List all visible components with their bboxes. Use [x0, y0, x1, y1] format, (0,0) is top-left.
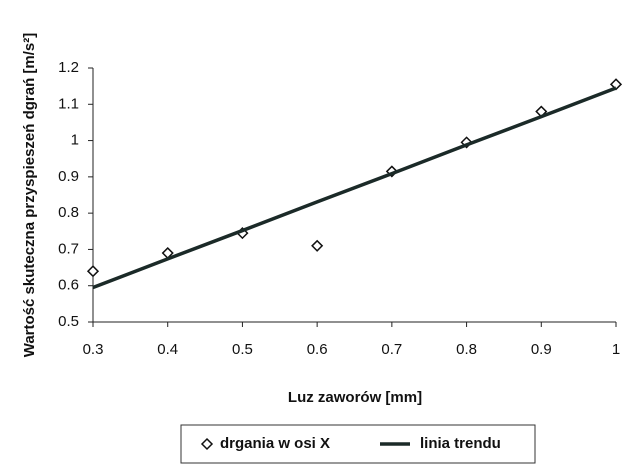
- y-tick-label: 0.9: [58, 168, 79, 185]
- data-point: [311, 239, 324, 252]
- x-tick-label: 0.8: [456, 341, 477, 358]
- y-tick-label: 1.1: [58, 95, 79, 112]
- x-tick-label: 1: [612, 341, 620, 358]
- x-tick-label: 0.4: [157, 341, 178, 358]
- y-axis-label: Wartość skuteczna przyspieszeń dgrań [m/…: [21, 33, 38, 358]
- y-tick-label: 0.8: [58, 204, 79, 221]
- x-tick-label: 0.3: [83, 341, 104, 358]
- y-tick-label: 1: [71, 132, 79, 149]
- y-tick-label: 0.5: [58, 313, 79, 330]
- trend-line: [92, 86, 617, 290]
- legend-label: drgania w osi X: [220, 435, 330, 452]
- x-tick-label: 0.9: [531, 341, 552, 358]
- legend-label: linia trendu: [420, 435, 501, 452]
- x-axis-label: Luz zaworów [mm]: [288, 389, 422, 406]
- y-tick-label: 1.2: [58, 59, 79, 76]
- x-tick-label: 0.5: [232, 341, 253, 358]
- x-tick-label: 0.6: [307, 341, 328, 358]
- y-tick-label: 0.6: [58, 277, 79, 294]
- x-tick-label: 0.7: [381, 341, 402, 358]
- legend-swatch: [200, 437, 214, 451]
- data-point: [86, 265, 100, 278]
- y-tick-label: 0.7: [58, 240, 79, 257]
- legend-box: [180, 424, 536, 464]
